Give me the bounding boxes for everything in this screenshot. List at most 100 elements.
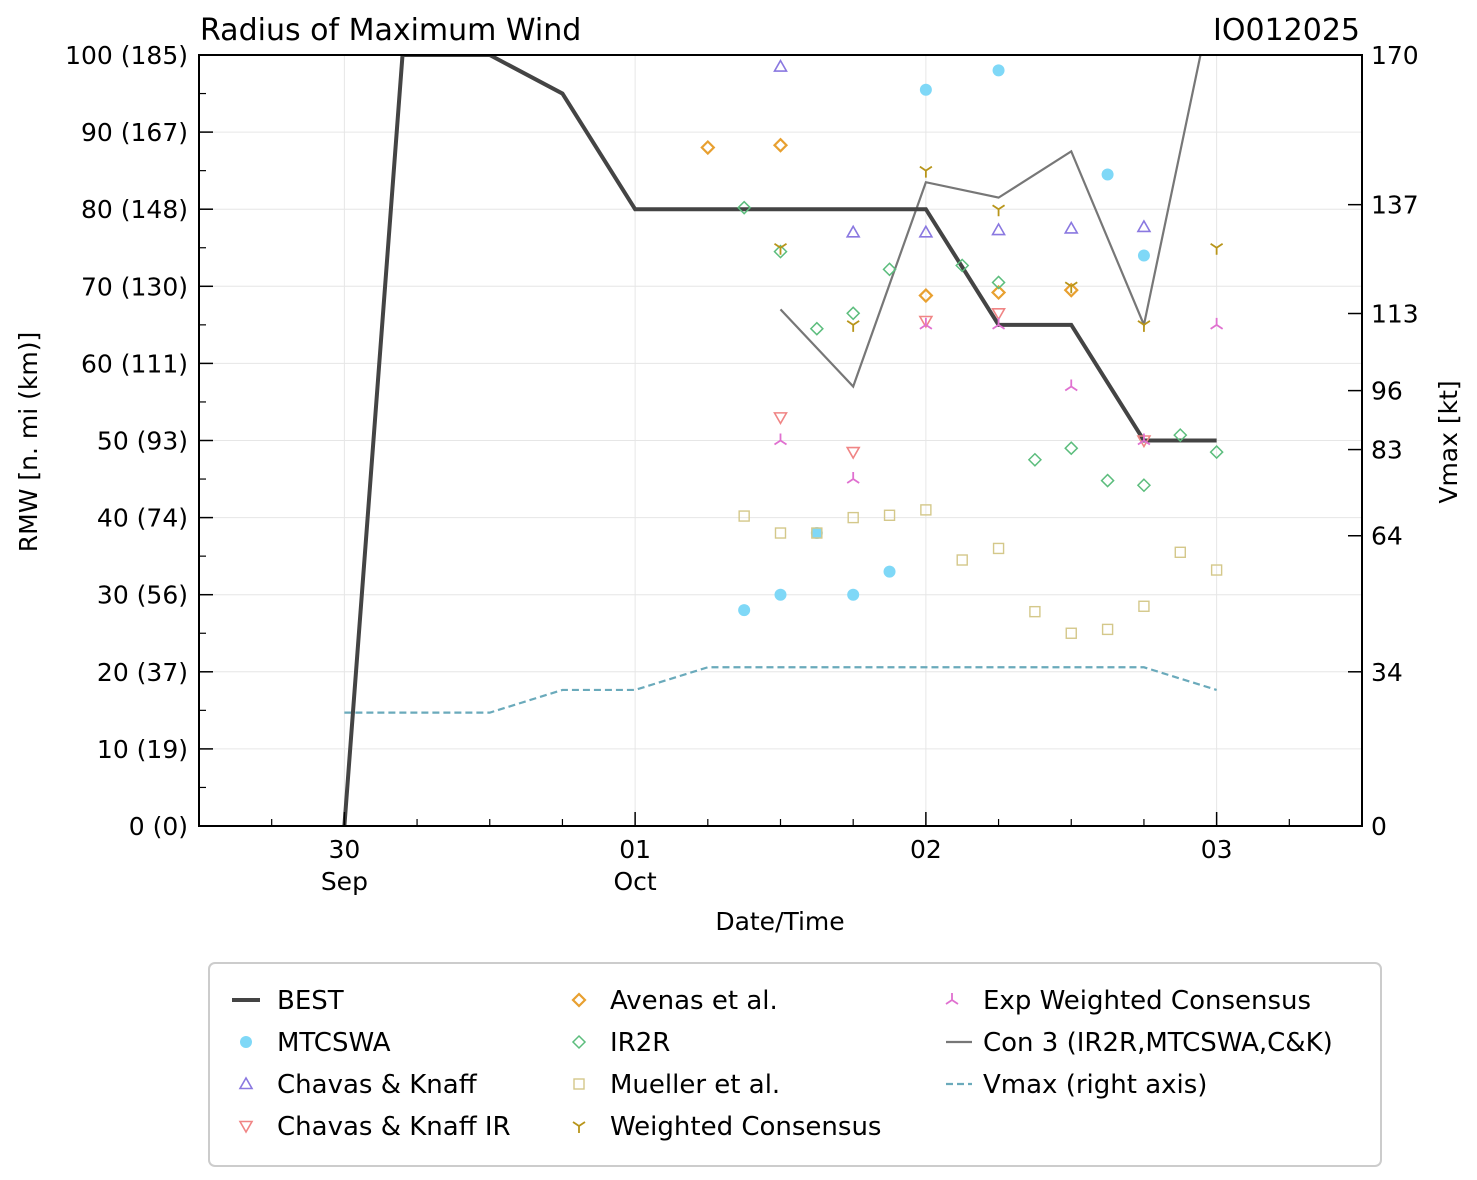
exp-weighted-consensus-point bbox=[1064, 379, 1078, 392]
y-tick-label: 10 (19) bbox=[97, 735, 188, 764]
chavas-knaff-ir-point bbox=[845, 446, 861, 460]
y2-tick-label: 96 bbox=[1371, 377, 1403, 406]
legend-label-con-3-ir2r-mtcswa-c-k: Con 3 (IR2R,MTCSWA,C&K) bbox=[983, 1028, 1333, 1058]
mtcswa-point bbox=[738, 604, 751, 617]
mueller-et-al-point bbox=[1210, 564, 1223, 576]
weighted-consensus-point bbox=[846, 320, 860, 332]
legend-swatch-mueller-et-al bbox=[573, 1078, 585, 1090]
exp-weighted-consensus-point bbox=[919, 317, 933, 330]
mueller-et-al-point bbox=[992, 542, 1005, 555]
ir2r-point bbox=[1209, 445, 1224, 460]
legend-swatch-avenas-et-al bbox=[571, 992, 587, 1008]
y2-tick-label: 83 bbox=[1371, 436, 1403, 465]
axis-ticks: 0 (0) 10 (19) 20 (37) 30 (56) 40 (74) 50 (93)… bbox=[65, 41, 1419, 896]
y-tick-label: 40 (74) bbox=[97, 504, 188, 533]
mueller-et-al-point bbox=[1029, 605, 1041, 618]
x-tick-sublabel: Sep bbox=[321, 867, 368, 896]
storm-id: IO012025 bbox=[1213, 13, 1360, 48]
mueller-et-al-point bbox=[847, 511, 859, 524]
ir2r-point bbox=[991, 275, 1006, 290]
chart-title: Radius of Maximum Wind bbox=[200, 13, 581, 48]
mueller-et-al-point bbox=[883, 509, 896, 521]
legend-box bbox=[208, 962, 1382, 1167]
y-tick-label: 70 (130) bbox=[81, 272, 188, 301]
mueller-et-al-point bbox=[738, 510, 750, 522]
y-tick-label: 20 (37) bbox=[97, 658, 188, 687]
chavas-knaff-ir-point bbox=[773, 412, 788, 425]
mtcswa-point bbox=[919, 83, 932, 96]
y-tick-label: 0 (0) bbox=[129, 812, 188, 841]
mtcswa-point bbox=[774, 588, 787, 601]
x-tick-sublabel: Oct bbox=[614, 867, 657, 896]
mueller-et-al-point bbox=[1174, 546, 1186, 558]
legend-label-chavas-knaff: Chavas & Knaff bbox=[277, 1070, 478, 1100]
weighted-consensus-point bbox=[1064, 281, 1078, 294]
chavas-knaff-point bbox=[991, 222, 1006, 236]
y2-tick-label: 170 bbox=[1371, 41, 1419, 70]
avenas-et-al-point bbox=[772, 137, 789, 153]
mueller-et-al-point bbox=[774, 527, 787, 539]
legend-swatch-weighted-consensus bbox=[572, 1121, 586, 1133]
legend-label-weighted-consensus: Weighted Consensus bbox=[610, 1112, 881, 1142]
mtcswa-point bbox=[1137, 249, 1150, 262]
y2-tick-label: 137 bbox=[1371, 191, 1419, 220]
y2-tick-label: 64 bbox=[1371, 522, 1403, 551]
y-tick-label: 80 (148) bbox=[81, 195, 188, 224]
best-line bbox=[342, 55, 1217, 826]
x-tick-label: 01 bbox=[619, 835, 651, 864]
ir2r-point bbox=[737, 200, 752, 215]
mtcswa-point bbox=[1101, 168, 1114, 181]
ir2r-point bbox=[882, 262, 897, 277]
legend-label-best: BEST bbox=[277, 986, 344, 1016]
y-tick-label: 90 (167) bbox=[81, 118, 188, 147]
y2-tick-label: 113 bbox=[1371, 300, 1419, 329]
y-tick-label: 100 (185) bbox=[65, 41, 188, 70]
legend-swatch-exp-weighted-consensus bbox=[945, 993, 959, 1005]
y-axis-label: RMW [n. mi (km)] bbox=[14, 332, 43, 552]
ir2r-point bbox=[1173, 428, 1188, 443]
weighted-consensus-point bbox=[774, 243, 787, 255]
chavas-knaff-point bbox=[1063, 220, 1079, 234]
x-tick-label: 30 bbox=[328, 835, 360, 864]
chavas-knaff-point bbox=[773, 58, 788, 72]
mueller-et-al-point bbox=[956, 554, 968, 566]
ir2r-point bbox=[773, 244, 788, 259]
mtcswa-point bbox=[847, 588, 860, 601]
x-axis-label: Date/Time bbox=[715, 907, 844, 936]
con-3-ir2r-mtcswa-c-k-line bbox=[779, 55, 1202, 389]
weighted-consensus-point bbox=[1210, 243, 1224, 255]
vmax-right-axis-line bbox=[344, 666, 1217, 714]
legend-swatch-chavas-knaff bbox=[238, 1076, 254, 1090]
exp-weighted-consensus-point bbox=[992, 317, 1006, 330]
weighted-consensus-point bbox=[992, 204, 1006, 217]
legend-label-mueller-et-al: Mueller et al. bbox=[610, 1070, 780, 1100]
chavas-knaff-point bbox=[918, 224, 934, 238]
legend-label-ir2r: IR2R bbox=[610, 1028, 670, 1058]
mueller-et-al-point bbox=[1101, 623, 1114, 636]
exp-weighted-consensus-point bbox=[846, 472, 860, 484]
legend-label-exp-weighted-consensus: Exp Weighted Consensus bbox=[983, 986, 1311, 1016]
legend: BEST MTCSWA Chavas & Knaff Chavas & Knaff I… bbox=[232, 986, 1333, 1142]
ir2r-point bbox=[846, 306, 861, 321]
y2-tick-label: 0 bbox=[1371, 812, 1387, 841]
ir2r-point bbox=[955, 258, 970, 273]
mueller-et-al-point bbox=[811, 527, 823, 539]
legend-swatch-chavas-knaff-ir bbox=[238, 1120, 254, 1134]
ir2r-point bbox=[1064, 441, 1079, 456]
legend-label-avenas-et-al: Avenas et al. bbox=[610, 986, 778, 1016]
legend-swatch-ir2r bbox=[571, 1034, 587, 1050]
mueller-et-al-point bbox=[1138, 600, 1150, 612]
legend-label-mtcswa: MTCSWA bbox=[277, 1028, 391, 1058]
y2-axis-label: Vmax [kt] bbox=[1434, 380, 1463, 503]
mueller-et-al-point bbox=[920, 504, 932, 516]
x-tick-label: 03 bbox=[1201, 835, 1233, 864]
chavas-knaff-ir-point bbox=[991, 307, 1006, 321]
mtcswa-point bbox=[992, 64, 1005, 77]
ir2r-point bbox=[1136, 478, 1151, 493]
weighted-consensus-point bbox=[1137, 320, 1151, 332]
avenas-et-al-point bbox=[1063, 282, 1079, 298]
y-tick-label: 50 (93) bbox=[97, 427, 188, 456]
avenas-et-al-point bbox=[700, 139, 716, 156]
ir2r-point bbox=[809, 321, 824, 336]
legend-label-chavas-knaff-ir: Chavas & Knaff IR bbox=[277, 1112, 511, 1142]
